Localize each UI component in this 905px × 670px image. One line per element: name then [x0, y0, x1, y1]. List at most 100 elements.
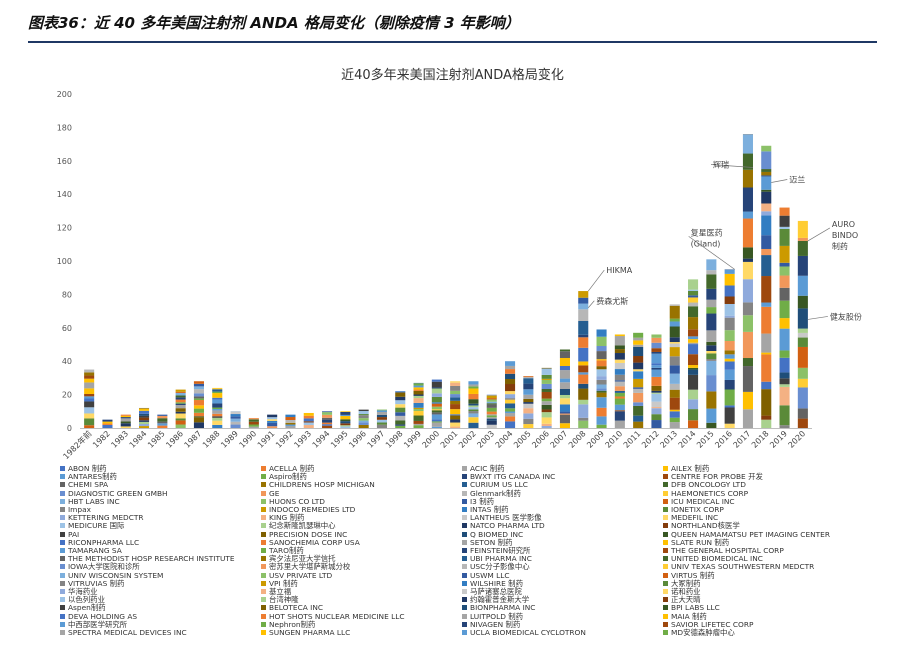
- bar-segment: [688, 342, 699, 345]
- bar-segment: [139, 421, 150, 424]
- bar-segment: [358, 424, 369, 428]
- legend-item: UCLA BIOMEDICAL CYCLOTRON: [462, 628, 586, 637]
- bar-segment: [376, 424, 387, 428]
- bar-segment: [413, 385, 424, 388]
- bar-segment: [596, 360, 607, 367]
- bar-segment: [505, 399, 516, 404]
- bar-segment: [175, 420, 186, 425]
- x-tick-label: 1988: [201, 429, 222, 450]
- annotation-leader: [807, 316, 828, 320]
- bar-segment: [614, 410, 625, 412]
- x-tick-label: 2005: [512, 429, 533, 450]
- bar-segment: [376, 417, 387, 420]
- bar-segment: [212, 407, 223, 410]
- legend-label: ACELLA 制药: [269, 464, 315, 473]
- bar-segment: [614, 349, 625, 354]
- bar-segment: [779, 378, 790, 385]
- bar-segment: [742, 391, 753, 410]
- legend-label: USV PRIVATE LTD: [269, 570, 333, 580]
- legend-swatch: [261, 482, 266, 488]
- bar-segment: [486, 395, 497, 399]
- bar-segment: [651, 401, 662, 408]
- annotation-leader: [771, 179, 788, 183]
- bar-segment: [523, 408, 534, 414]
- bar-segment: [431, 387, 442, 389]
- bar-segment: [523, 424, 534, 428]
- x-tick-label: 2011: [622, 429, 643, 450]
- bar-segment: [541, 368, 552, 375]
- legend-item: THE GENERAL HOSPITAL CORP: [663, 546, 784, 555]
- bar-segment: [84, 378, 95, 383]
- annotation-label: 制药: [832, 241, 848, 251]
- legend-item: 华海药业: [60, 587, 98, 596]
- bar-segment: [358, 414, 369, 416]
- legend-label: INDOCO REMEDIES LTD: [269, 505, 356, 514]
- bar-segment: [797, 367, 808, 379]
- legend-item: UNIV WISCONSIN SYSTEM: [60, 571, 163, 580]
- bar-segment: [193, 381, 204, 384]
- bar-segment: [395, 420, 406, 425]
- bar-segment: [596, 390, 607, 393]
- legend-label: 诺和药业: [671, 587, 701, 596]
- legend-swatch: [261, 580, 266, 586]
- x-tick-label: 2012: [640, 429, 661, 450]
- bar-segment: [505, 408, 516, 412]
- bar-segment: [120, 418, 131, 422]
- bar-segment: [724, 273, 735, 286]
- bar-segment: [706, 341, 717, 346]
- chart-title: 近40多年来美国注射剂ANDA格局变化: [341, 68, 564, 83]
- x-tick-label: 2017: [732, 429, 753, 450]
- bar-segment: [559, 413, 570, 415]
- legend-label: CURIUM US LLC: [470, 480, 528, 490]
- legend-label: SPECTRA MEDICAL DEVICES INC: [68, 628, 187, 637]
- legend-item: UNITED BIOMEDICAL INC: [663, 555, 763, 563]
- x-tick-label: 1983: [109, 429, 130, 450]
- bar-segment: [633, 378, 644, 388]
- legend-label: 马萨诸塞总医院: [470, 587, 522, 596]
- bar-segment: [688, 279, 699, 290]
- bar-segment: [340, 426, 351, 428]
- x-tick-label: 1986: [164, 429, 185, 450]
- legend-item: KING 制药: [261, 514, 304, 522]
- bar-segment: [797, 308, 808, 329]
- bar-segment: [669, 326, 680, 338]
- bar-segment: [267, 417, 278, 420]
- bar-segment: [120, 417, 131, 419]
- x-tick-label: 2008: [567, 429, 588, 450]
- bar-segment: [523, 418, 534, 425]
- bar-segment: [541, 374, 552, 379]
- bar-segment: [84, 398, 95, 402]
- bar-segment: [175, 403, 186, 405]
- bar-segment: [651, 376, 662, 386]
- bar-segment: [688, 306, 699, 318]
- bar-segment: [395, 415, 406, 421]
- bar-segment: [633, 347, 644, 357]
- bar-segment: [303, 412, 314, 416]
- bar-segment: [376, 419, 387, 423]
- legend-swatch: [663, 490, 668, 496]
- legend-label: I3 制药: [470, 496, 495, 506]
- bar-segment: [633, 344, 644, 347]
- legend-item: ACELLA 制药: [261, 464, 315, 473]
- bar-segment: [413, 383, 424, 386]
- bar-segment: [340, 416, 351, 420]
- bar-segment: [193, 416, 204, 418]
- legend-item: QUEEN HAMAMATSU PET IMAGING CENTER: [663, 530, 830, 539]
- bar-segment: [724, 317, 735, 331]
- bar-segment: [688, 336, 699, 340]
- bar-segment: [578, 361, 589, 366]
- bar-segment: [322, 422, 333, 425]
- legend-item: 宾夕法尼亚大学信托: [261, 555, 336, 563]
- bar-segment: [468, 393, 479, 400]
- bar-segment: [139, 423, 150, 427]
- legend-label: USWM LLC: [470, 570, 510, 580]
- bar-segment: [468, 413, 479, 418]
- bar-segment: [596, 407, 607, 417]
- bar-segment: [193, 383, 204, 387]
- legend-swatch: [663, 539, 668, 545]
- bar-segment: [614, 336, 625, 346]
- bar-segment: [761, 354, 772, 382]
- bar-segment: [578, 404, 589, 418]
- legend-label: ANTARES制药: [68, 472, 117, 482]
- bar-segment: [742, 247, 753, 259]
